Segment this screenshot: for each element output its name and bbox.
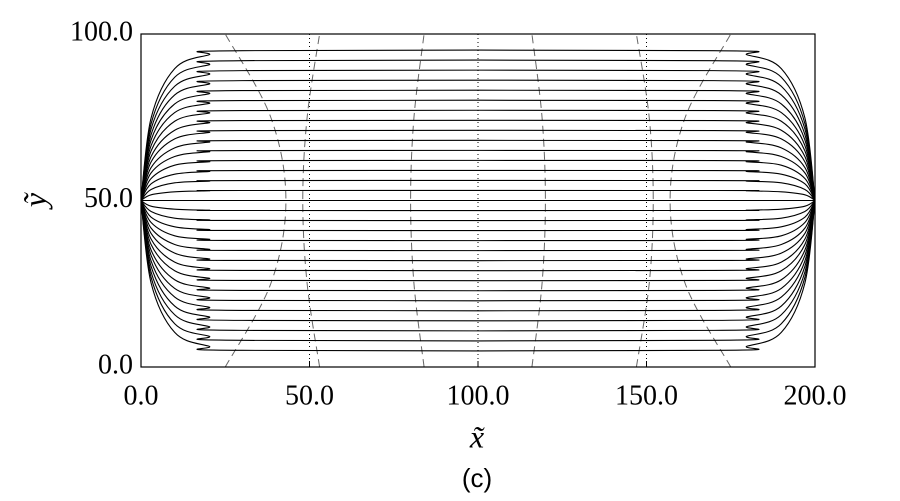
streamline [140,139,816,201]
streamline [140,99,816,201]
caption: (c) [462,463,492,493]
y-tick-label: 100.0 [70,16,133,47]
dashed-curve [531,33,546,368]
dashed-curve [410,33,425,368]
streamline [140,79,816,201]
x-tick-label: 50.0 [285,380,334,411]
streamline [140,200,816,322]
streamline [140,119,816,201]
x-tick-label: 200.0 [784,380,847,411]
streamline [140,200,816,252]
streamline [140,169,816,201]
streamline [140,200,816,242]
x-axis-label: x̃ [469,418,485,454]
streamline [140,69,816,201]
streamline [140,200,816,222]
y-tick-label: 0.0 [98,349,133,380]
x-tick-label: 150.0 [615,380,678,411]
streamline [140,200,816,262]
streamline [140,200,816,272]
y-axis-label: ỹ [16,192,52,210]
streamline [140,49,816,201]
streamline [140,129,816,201]
streamline [140,200,816,282]
streamline [140,200,816,312]
streamline [140,200,816,212]
streamline [140,200,816,332]
streamline [140,59,816,201]
streamline [140,200,816,232]
streamline [140,200,816,352]
dashed-curve [302,33,321,368]
streamline [140,89,816,201]
streamline [140,189,816,201]
streamline [140,179,816,201]
streamline [140,149,816,201]
streamline [140,109,816,201]
x-tick-label: 100.0 [447,380,510,411]
x-tick-label: 0.0 [124,380,159,411]
streamline [140,200,816,292]
y-tick-label: 50.0 [84,183,133,214]
streamline [140,200,816,342]
dashed-curve [635,33,654,368]
streamline [140,200,816,302]
streamline [140,159,816,201]
